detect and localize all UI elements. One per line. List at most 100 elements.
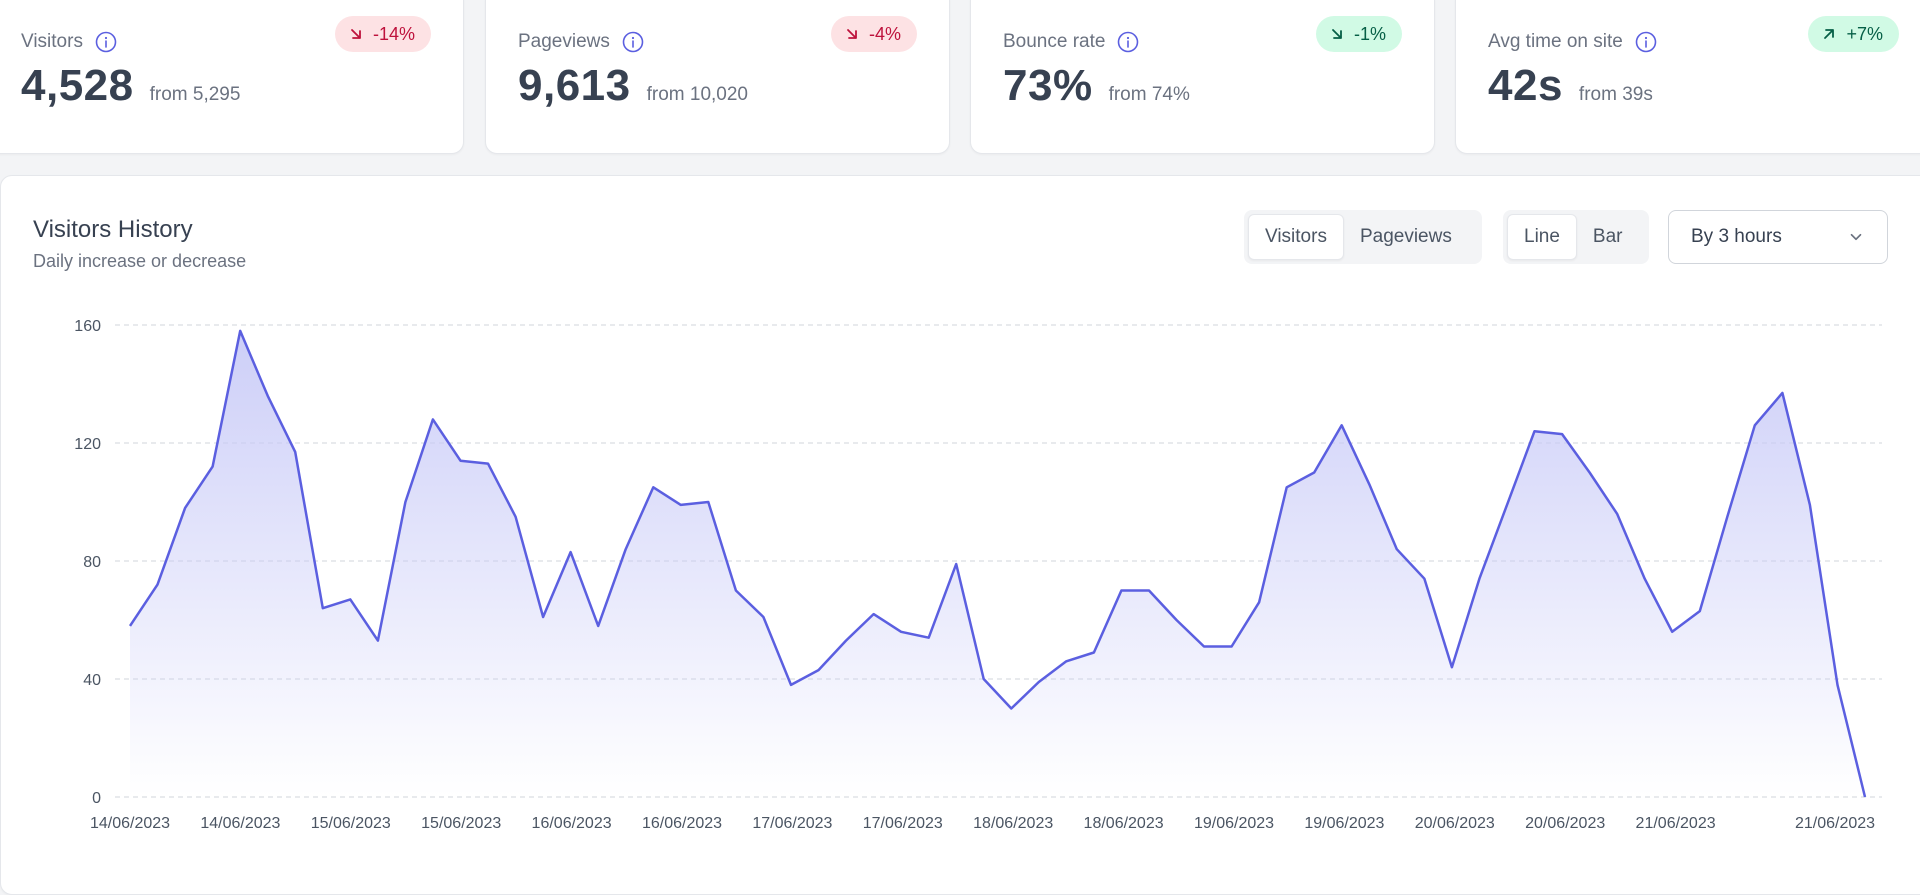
data-point[interactable] xyxy=(1035,678,1043,686)
data-point[interactable] xyxy=(1448,663,1456,671)
x-tick-label: 19/06/2023 xyxy=(1304,815,1384,832)
info-icon[interactable] xyxy=(622,31,644,53)
stat-label-row: Avg time on site xyxy=(1488,31,1657,53)
stat-label: Pageviews xyxy=(518,31,610,52)
data-point[interactable] xyxy=(1255,598,1263,606)
x-tick-label: 16/06/2023 xyxy=(532,815,612,832)
data-point[interactable] xyxy=(1806,501,1814,509)
data-point[interactable] xyxy=(264,392,272,400)
metric-option-pageviews[interactable]: Pageviews xyxy=(1359,226,1452,247)
change-badge: -14% xyxy=(334,16,431,52)
data-point[interactable] xyxy=(126,622,134,630)
data-point[interactable] xyxy=(1310,469,1318,477)
arrow-down-right-icon xyxy=(351,29,361,39)
data-point[interactable] xyxy=(704,498,712,506)
data-point[interactable] xyxy=(1145,587,1153,595)
x-tick-label: 21/06/2023 xyxy=(1636,815,1716,832)
change-value: -4% xyxy=(868,23,901,44)
data-point[interactable] xyxy=(1228,643,1236,651)
data-point[interactable] xyxy=(1283,483,1291,491)
data-point[interactable] xyxy=(1090,648,1098,656)
data-point[interactable] xyxy=(1117,587,1125,595)
stat-previous-value: from 39s xyxy=(1578,84,1653,105)
data-point[interactable] xyxy=(1723,513,1731,521)
data-point[interactable] xyxy=(1475,575,1483,583)
data-point[interactable] xyxy=(1613,510,1621,518)
data-point[interactable] xyxy=(1393,545,1401,553)
data-point[interactable] xyxy=(512,513,520,521)
data-point[interactable] xyxy=(594,622,602,630)
data-point[interactable] xyxy=(401,498,409,506)
data-point[interactable] xyxy=(1696,607,1704,615)
stat-previous-value: from 5,295 xyxy=(149,84,241,105)
stat-previous-value: from 10,020 xyxy=(646,84,749,105)
info-icon[interactable] xyxy=(95,31,117,53)
data-point[interactable] xyxy=(181,504,189,512)
data-point[interactable] xyxy=(429,415,437,423)
data-point[interactable] xyxy=(1586,469,1594,477)
info-icon[interactable] xyxy=(1117,31,1139,53)
data-point[interactable] xyxy=(319,604,327,612)
data-point[interactable] xyxy=(952,560,960,568)
data-point[interactable] xyxy=(732,587,740,595)
x-tick-label: 18/06/2023 xyxy=(973,815,1053,832)
data-point[interactable] xyxy=(1778,389,1786,397)
data-point[interactable] xyxy=(1558,430,1566,438)
data-point[interactable] xyxy=(456,457,464,465)
data-point[interactable] xyxy=(1641,575,1649,583)
data-point[interactable] xyxy=(759,613,767,621)
data-point[interactable] xyxy=(814,666,822,674)
metric-option-visitors[interactable]: Visitors xyxy=(1248,214,1344,260)
stat-label-row: Pageviews xyxy=(518,31,644,53)
data-point[interactable] xyxy=(1338,421,1346,429)
data-point[interactable] xyxy=(539,613,547,621)
stat-card-pageviews: Pageviews -4% 9,613 from 10,020 xyxy=(485,0,950,154)
data-point[interactable] xyxy=(1861,793,1869,801)
data-point[interactable] xyxy=(1420,575,1428,583)
data-point[interactable] xyxy=(1531,427,1539,435)
data-point[interactable] xyxy=(236,327,244,335)
stat-label: Visitors xyxy=(21,31,83,52)
stat-value: 9,613 xyxy=(518,61,631,110)
info-icon[interactable] xyxy=(1635,31,1657,53)
data-point[interactable] xyxy=(870,610,878,618)
y-tick-label: 40 xyxy=(83,672,101,689)
y-tick-label: 160 xyxy=(74,318,101,335)
data-point[interactable] xyxy=(649,483,657,491)
y-tick-label: 120 xyxy=(74,436,101,453)
data-point[interactable] xyxy=(1007,705,1015,713)
data-point[interactable] xyxy=(1751,421,1759,429)
x-tick-label: 18/06/2023 xyxy=(1084,815,1164,832)
data-point[interactable] xyxy=(374,637,382,645)
chart-type-option-bar[interactable]: Bar xyxy=(1592,226,1623,247)
data-point[interactable] xyxy=(209,463,217,471)
data-point[interactable] xyxy=(567,548,575,556)
data-point[interactable] xyxy=(980,675,988,683)
stat-card-bounce-rate: Bounce rate -1% 73% from 74% xyxy=(970,0,1435,154)
data-point[interactable] xyxy=(897,628,905,636)
data-point[interactable] xyxy=(1062,657,1070,665)
data-point[interactable] xyxy=(1833,681,1841,689)
data-point[interactable] xyxy=(622,545,630,553)
data-point[interactable] xyxy=(1200,643,1208,651)
data-point[interactable] xyxy=(1173,616,1181,624)
stat-value-row: 9,613 from 10,020 xyxy=(518,61,748,111)
data-point[interactable] xyxy=(1503,501,1511,509)
x-tick-label: 21/06/2023 xyxy=(1795,815,1875,832)
data-point[interactable] xyxy=(291,448,299,456)
data-point[interactable] xyxy=(787,681,795,689)
series-line xyxy=(128,329,1867,798)
chart-type-option-line[interactable]: Line xyxy=(1507,214,1577,260)
data-point[interactable] xyxy=(484,460,492,468)
arrow-up-right-icon xyxy=(1824,29,1835,39)
data-point[interactable] xyxy=(154,581,162,589)
data-point[interactable] xyxy=(677,501,685,509)
data-point[interactable] xyxy=(346,595,354,603)
stat-value: 4,528 xyxy=(21,61,134,110)
data-point[interactable] xyxy=(1668,628,1676,636)
data-point[interactable] xyxy=(842,637,850,645)
interval-select[interactable]: By 3 hours xyxy=(1668,210,1888,264)
data-point[interactable] xyxy=(925,634,933,642)
data-point[interactable] xyxy=(1365,480,1373,488)
